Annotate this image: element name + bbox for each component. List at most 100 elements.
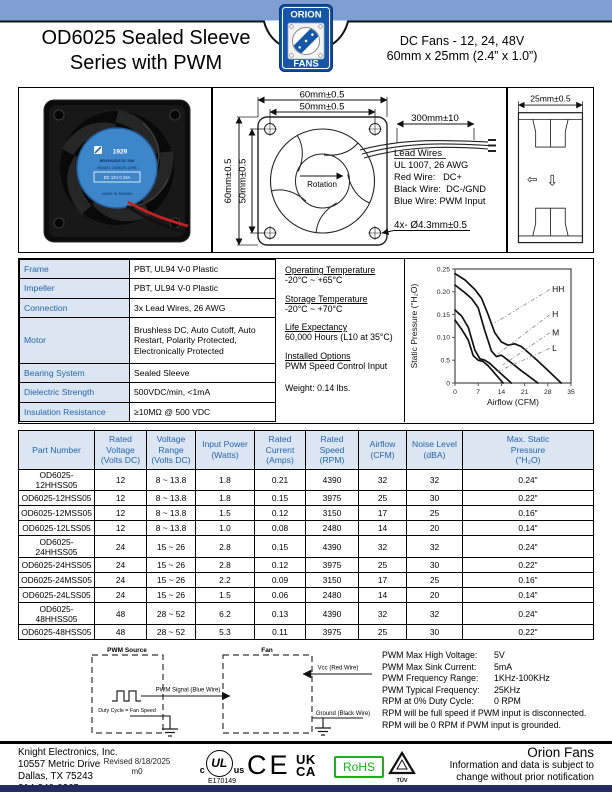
spec-row: Motor Brushless DC, Auto Cutoff, Auto Res… (19, 317, 276, 364)
spec-row: Insulation Resistance ≥10MΩ @ 500 VDC (19, 401, 276, 423)
pwm-spec-value: 0 RPM (494, 696, 521, 707)
table-cell: 24 (94, 535, 147, 558)
spec-table: Frame PBT, UL94 V-0 Plastic Impeller PBT, U… (19, 258, 276, 423)
vcc-label: Vcc (Red Wire) (318, 666, 359, 672)
env-block: Installed Options PWM Speed Control Input (285, 351, 411, 372)
table-cell: 30 (406, 489, 463, 507)
drawing-blades (271, 135, 370, 233)
spec-value: PBT, UL94 V-0 Plastic (129, 278, 276, 299)
performance-chart-area: 0 7 14 21 28 35 0 0.5 0.10 0.15 0.20 0.25 HH H M L Airfl… (404, 259, 593, 422)
pwm-spec-value: 1KHz-100KHz (494, 673, 550, 684)
fan-label-line2: BRUSHLESS DC FAN (100, 159, 135, 163)
footer-brand: Orion Fans (527, 745, 594, 760)
table-cell: OD6025-24LSS05 (18, 587, 95, 604)
lead-wire-line: UL 1007, 26 AWG (394, 160, 468, 170)
ce-mark: CE (247, 750, 291, 780)
table-cell: 32 (406, 535, 463, 558)
fan-label-line5: MADE IN TAIWAN (102, 192, 132, 196)
series-label-M: M (552, 327, 559, 337)
table-cell: 32 (358, 602, 407, 625)
subtitle-line1: DC Fans - 12, 24, 48V (399, 34, 525, 48)
curve-H (454, 284, 539, 384)
divider (211, 88, 213, 252)
table-cell: 12 (94, 468, 147, 491)
table-cell: 12 (94, 505, 147, 522)
env-block: Life Expectancy 60,000 Hours (L10 at 35°C… (285, 322, 411, 343)
table-cell: 32 (406, 468, 463, 491)
table-row: OD6025-12MSS05 12 8 ~ 13.8 1.5 0.12 3150 17 25 0… (18, 505, 594, 522)
table-cell: 3975 (305, 556, 359, 574)
table-cell: 0.12 (254, 505, 306, 522)
spec-value: 3x Lead Wires, 26 AWG (129, 297, 276, 319)
specs-section: Frame PBT, UL94 V-0 Plastic Impeller PBT, U… (18, 258, 594, 424)
table-row: OD6025-24MSS05 24 15 ~ 26 2.2 0.09 3150 17 25 0.… (18, 571, 594, 589)
weight-label: Weight: 0.14 lbs. (285, 383, 351, 393)
table-cell: 0.16" (462, 505, 594, 522)
table-cell: 2.8 (195, 535, 255, 558)
table-cell: 12 (94, 520, 147, 537)
table-cell: 3975 (305, 623, 359, 641)
dim-hole-h-label: 50mm±0.5 (300, 102, 345, 113)
logo-fans-text: FANS (293, 59, 318, 70)
company-city: Dallas, TX 75243 (18, 771, 93, 782)
table-cell: 0.24" (462, 602, 594, 625)
table-cell: 8 ~ 13.8 (146, 505, 196, 522)
table-cell: 3150 (305, 505, 359, 522)
spec-label: Insulation Resistance (19, 401, 130, 423)
y-tick-label: 0.10 (437, 335, 450, 342)
table-cell: 0.11 (254, 623, 306, 641)
curve-L (454, 319, 504, 384)
spec-label: Dielectric Strength (19, 382, 130, 403)
lead-wire-line: Black Wire: DC-/GND (394, 184, 486, 194)
table-cell: 0.13 (254, 602, 306, 625)
table-cell: 20 (406, 520, 463, 537)
ul-us: us (233, 765, 245, 775)
part-number-table: Part Number Rated Voltage (Volts DC) Volta… (18, 430, 594, 641)
table-cell: 4390 (305, 535, 359, 558)
table-row: OD6025-12LSS05 12 8 ~ 13.8 1.0 0.08 2480 14 20 0… (18, 520, 594, 537)
spec-label: Motor (19, 317, 130, 364)
revision-note: Revised 8/18/2025 m0 (92, 757, 182, 777)
table-cell: 15 ~ 26 (146, 571, 196, 589)
table-cell: 1.8 (195, 489, 255, 507)
table-cell: 15 ~ 26 (146, 587, 196, 604)
table-cell: OD6025-48HSS05 (18, 623, 95, 641)
y-tick-label: 0.15 (437, 312, 450, 319)
tuv-mark: TÜV (387, 750, 417, 784)
ukca-mark: UK CA (296, 753, 316, 779)
spec-row: Bearing System Sealed Sleeve (19, 362, 276, 384)
table-cell: 0.21 (254, 468, 306, 491)
revised-rev: m0 (131, 767, 143, 776)
pwm-circuit-diagram: PWM Source Fan Duty Cycle = Fan Speed PW… (91, 647, 372, 737)
mounting-holes (263, 122, 382, 240)
column-header: Rated Voltage (Volts DC) (94, 430, 147, 470)
pwm-source-label: PWM Source (107, 647, 147, 654)
y-tick-label: 0 (446, 380, 450, 387)
table-cell: 8 ~ 13.8 (146, 520, 196, 537)
pwm-spec-row: PWM Frequency Range: 1KHz-100KHz (382, 673, 606, 685)
table-cell: OD6025-12LSS05 (18, 520, 95, 537)
pwm-signal-label: PWM Signal (Blue Wire) (156, 688, 221, 694)
bottom-bar (0, 785, 612, 792)
dim-depth-label: 25mm±0.5 (530, 94, 571, 104)
label-leader (502, 332, 551, 366)
table-cell: OD6025-12MSS05 (18, 505, 95, 522)
column-header: Max. Static Pressure ("H₂O) (462, 430, 594, 470)
ground-label: Ground (Black Wire) (316, 711, 370, 717)
y-axis-label: Static Pressure ("H₂O) (409, 283, 419, 368)
table-cell: 14 (358, 587, 407, 604)
spec-value: 500VDC/min, <1mA (129, 382, 276, 403)
table-cell: 1.5 (195, 587, 255, 604)
series-label-H: H (552, 309, 558, 319)
ukca-ca: CA (296, 763, 316, 779)
ul-logo: UL (205, 750, 233, 777)
spec-label: Connection (19, 297, 130, 319)
env-value: 60,000 Hours (L10 at 35°C) (285, 332, 393, 342)
column-header: Voltage Range (Volts DC) (146, 430, 196, 470)
table-cell: 0.15 (254, 489, 306, 507)
table-cell: 0.15 (254, 535, 306, 558)
table-cell: 15 ~ 26 (146, 535, 196, 558)
table-cell: 12 (94, 489, 147, 507)
black-wire (126, 204, 187, 235)
footer-disclaimer-2: change without prior notification (456, 771, 594, 783)
